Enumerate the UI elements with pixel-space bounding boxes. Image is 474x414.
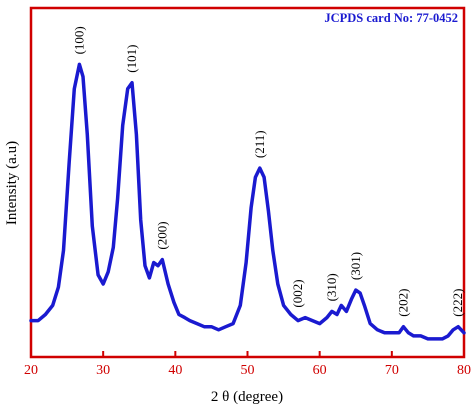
peak-label: (222) [450, 289, 465, 317]
peak-label: (100) [71, 26, 86, 54]
x-tick-label-30: 30 [96, 363, 110, 378]
peak-label: (211) [252, 130, 267, 158]
x-tick-label-80: 80 [457, 363, 471, 378]
jcpds-card-annotation: JCPDS card No: 77-0452 [324, 11, 458, 25]
peak-label: (301) [348, 252, 363, 280]
peak-label: (101) [124, 45, 139, 73]
x-tick-label-70: 70 [385, 363, 399, 378]
peak-labels: (100) (101) (200) (211) (002) (310) (301) (202)… [71, 26, 465, 316]
peak-label: (002) [290, 279, 305, 307]
x-axis-ticks [30, 351, 465, 357]
y-axis-title: Intensity (a.u) [4, 141, 20, 225]
x-axis-tick-labels: 20 30 40 50 60 70 80 [24, 363, 471, 378]
x-tick-label-50: 50 [241, 363, 255, 378]
peak-label: (200) [154, 221, 169, 249]
x-axis-title: 2 θ (degree) [211, 389, 283, 405]
x-tick-label-60: 60 [313, 363, 327, 378]
peak-label: (310) [324, 273, 339, 301]
peak-label: (202) [395, 289, 410, 317]
x-tick-label-20: 20 [24, 363, 38, 378]
x-tick-label-40: 40 [168, 363, 182, 378]
xrd-pattern-line [29, 62, 466, 341]
